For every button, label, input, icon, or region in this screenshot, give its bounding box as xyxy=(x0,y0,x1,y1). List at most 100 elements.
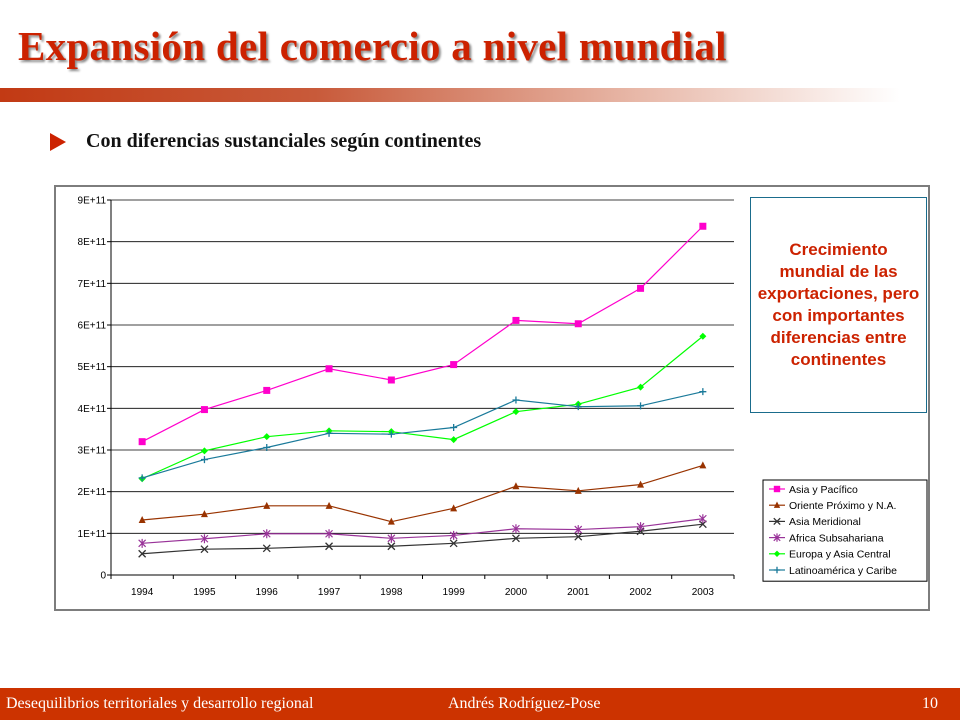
star-marker xyxy=(262,529,271,539)
legend-item: Africa Subsahariana xyxy=(769,532,884,544)
x-tick-label: 2003 xyxy=(692,587,715,598)
y-tick-label: 8E+11 xyxy=(78,237,107,248)
y-tick-label: 0 xyxy=(100,571,106,582)
x-marker xyxy=(262,544,271,553)
square-marker xyxy=(512,316,520,324)
plus-marker xyxy=(450,424,458,431)
series-europa-y-asia-central xyxy=(138,332,707,483)
triangle-marker xyxy=(512,482,520,490)
triangle-marker xyxy=(637,480,645,488)
series-line xyxy=(141,225,704,443)
chart-legend: Asia y Pacífico Oriente Próximo y N.A. Asi… xyxy=(762,479,928,582)
triangle-marker xyxy=(263,501,271,509)
triangle-marker xyxy=(200,510,208,518)
footer-course-title: Desequilibrios territoriales y desarroll… xyxy=(6,695,314,712)
series-asia-y-pac-fico xyxy=(138,222,707,446)
y-tick-label: 2E+11 xyxy=(78,487,107,498)
x-tick-label: 2001 xyxy=(567,587,590,598)
x-marker xyxy=(200,545,209,554)
series-latinoam-rica-y-caribe xyxy=(138,388,707,482)
star-marker xyxy=(773,533,781,542)
bullet-item: Con diferencias sustanciales según conti… xyxy=(50,130,481,153)
diamond-marker xyxy=(699,332,707,340)
legend-item: Asia Meridional xyxy=(769,516,861,528)
plus-marker xyxy=(387,430,395,438)
x-marker xyxy=(138,549,147,558)
x-tick-label: 1994 xyxy=(131,587,154,598)
y-axis-ticks: 0 1E+11 2E+11 3E+11 4E+11 5E+11 6E+11 7E+11 8E+1… xyxy=(78,196,112,582)
legend-label: Oriente Próximo y N.A. xyxy=(789,500,896,512)
plus-marker xyxy=(574,403,582,411)
y-tick-label: 7E+11 xyxy=(78,279,107,290)
series-line xyxy=(142,523,703,555)
star-marker xyxy=(698,514,707,524)
x-tick-label: 2000 xyxy=(505,587,528,598)
legend-label: Asia y Pacífico xyxy=(789,484,858,496)
legend-label: Europa y Asia Central xyxy=(789,549,891,561)
star-marker xyxy=(200,534,209,544)
plus-marker xyxy=(512,396,520,404)
legend-label: Asia Meridional xyxy=(789,516,861,528)
star-marker xyxy=(387,533,396,543)
triangle-marker xyxy=(450,504,458,512)
plus-marker xyxy=(773,566,781,574)
star-marker xyxy=(449,530,458,540)
y-tick-label: 3E+11 xyxy=(78,446,107,457)
chart-series xyxy=(138,222,707,558)
plus-marker xyxy=(138,474,146,482)
diamond-marker xyxy=(450,436,458,444)
x-tick-label: 1998 xyxy=(380,587,403,598)
square-marker xyxy=(637,284,645,292)
footer-bar: Desequilibrios territoriales y desarroll… xyxy=(0,688,960,720)
diamond-marker xyxy=(512,408,520,416)
triangle-right-icon xyxy=(50,132,66,151)
legend-item: Latinoamérica y Caribe xyxy=(769,565,897,577)
y-tick-label: 9E+11 xyxy=(78,196,107,207)
y-tick-label: 1E+11 xyxy=(78,529,107,540)
y-tick-label: 6E+11 xyxy=(78,321,107,332)
legend-item: Asia y Pacífico xyxy=(769,484,858,496)
legend-item: Europa y Asia Central xyxy=(769,549,891,561)
square-marker xyxy=(200,406,208,414)
diamond-marker xyxy=(200,447,208,455)
square-marker xyxy=(574,320,582,328)
bullet-text: Con diferencias sustanciales según conti… xyxy=(86,130,482,152)
square-marker xyxy=(263,386,271,394)
star-marker xyxy=(138,538,147,548)
x-marker xyxy=(773,517,781,526)
star-marker xyxy=(574,525,583,535)
series-line xyxy=(141,391,703,479)
diamond-marker xyxy=(637,383,645,391)
legend-label: Latinoamérica y Caribe xyxy=(789,565,897,577)
triangle-marker xyxy=(773,501,781,508)
square-marker xyxy=(773,485,781,493)
plus-marker xyxy=(200,456,208,464)
legend-label: Africa Subsahariana xyxy=(789,532,884,544)
triangle-marker xyxy=(325,501,333,509)
square-marker xyxy=(450,361,458,369)
x-marker xyxy=(449,539,458,548)
plus-marker xyxy=(699,388,707,396)
title-underline xyxy=(0,88,900,102)
star-marker xyxy=(636,522,645,532)
callout-text: Crecimiento mundial de las exportaciones… xyxy=(757,240,920,369)
diamond-marker xyxy=(263,433,271,441)
x-tick-label: 1995 xyxy=(193,587,216,598)
plus-marker xyxy=(263,444,271,451)
series-line xyxy=(142,518,703,544)
legend-box xyxy=(762,479,928,582)
x-tick-label: 1999 xyxy=(443,587,466,598)
y-tick-label: 4E+11 xyxy=(78,404,107,415)
series-line xyxy=(142,464,704,523)
triangle-marker xyxy=(699,461,707,469)
square-marker xyxy=(325,365,333,373)
square-marker xyxy=(387,376,395,384)
triangle-marker xyxy=(574,486,582,494)
page-number: 10 xyxy=(922,695,938,712)
callout-box: Crecimiento mundial de las exportaciones… xyxy=(750,197,927,413)
x-marker xyxy=(325,542,334,551)
star-marker xyxy=(512,524,520,534)
x-tick-label: 1997 xyxy=(318,587,341,598)
legend-item: Oriente Próximo y N.A. xyxy=(769,500,896,512)
